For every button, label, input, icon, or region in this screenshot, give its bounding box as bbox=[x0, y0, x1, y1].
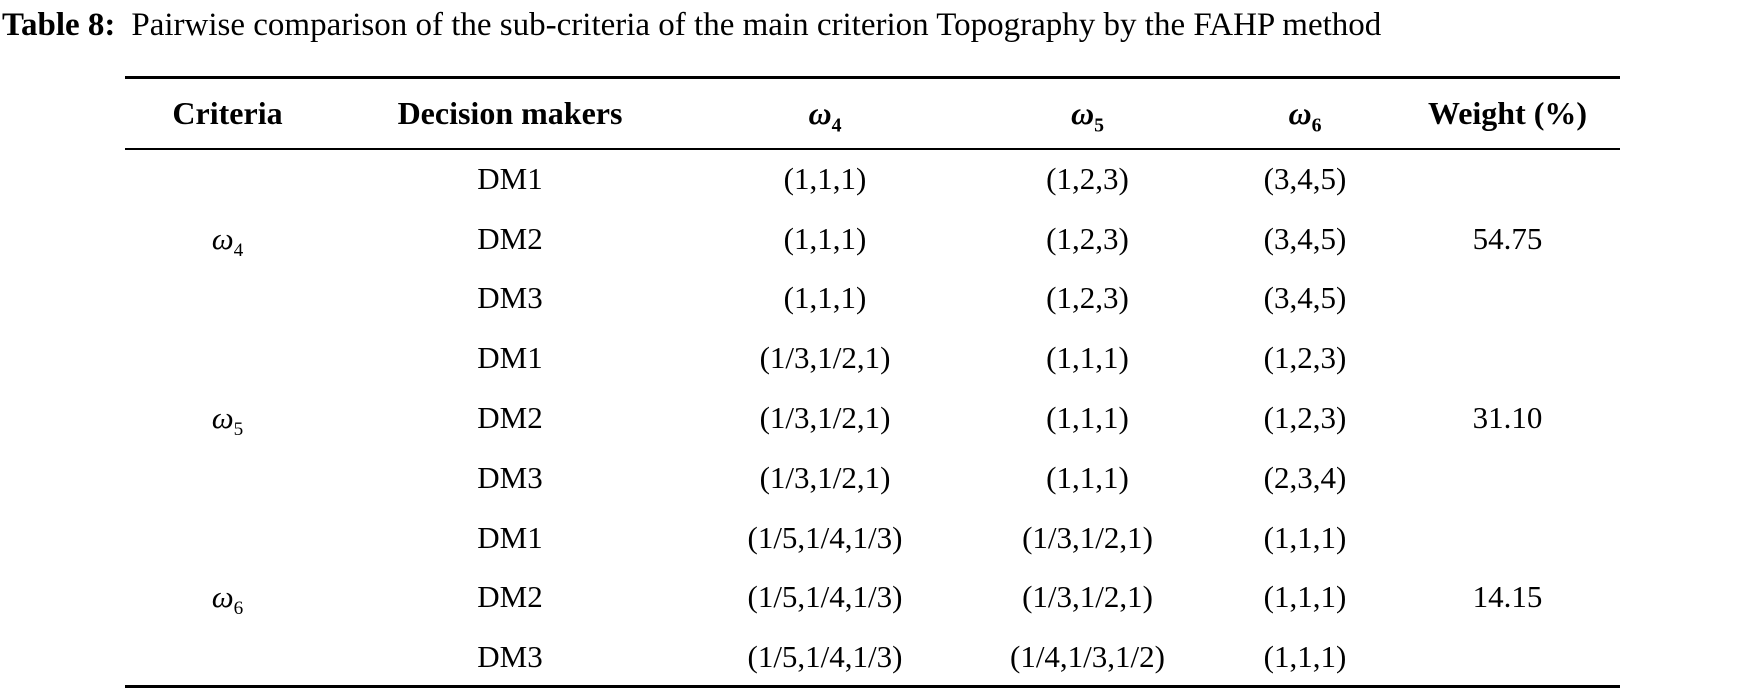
omega-subscript: 4 bbox=[831, 114, 842, 137]
dm-cell: DM2 bbox=[477, 400, 543, 436]
table-row: ω5 DM1 (1/3,1/2,1) (1,1,1) (1,2,3) 31.10 bbox=[125, 328, 1620, 439]
omega-symbol: ω bbox=[1070, 95, 1095, 132]
omega-subscript: 5 bbox=[1094, 114, 1105, 137]
value-cell: (1,1,1) bbox=[783, 220, 867, 256]
criterion-cell: ω6 bbox=[125, 507, 330, 686]
omega-subscript: 6 bbox=[1311, 114, 1322, 137]
value-cell: (1/3,1/2,1) bbox=[759, 400, 891, 436]
omega-symbol: ω bbox=[211, 400, 234, 436]
omega-symbol: ω bbox=[211, 221, 234, 257]
weight-cell: 14.15 bbox=[1472, 578, 1543, 614]
value-cell: (1/5,1/4,1/3) bbox=[747, 519, 903, 555]
table-caption-label: Table 8: bbox=[2, 7, 116, 43]
value-cell: (1,1,1) bbox=[783, 280, 867, 316]
col-header-omega-5: ω5 bbox=[960, 77, 1215, 150]
value-cell: (1,2,3) bbox=[1263, 400, 1347, 436]
value-cell: (1,2,3) bbox=[1046, 161, 1129, 197]
dm-cell: DM1 bbox=[477, 519, 543, 555]
table-row: DM3 (1/5,1/4,1/3) (1/4,1/3,1/2) (1,1,1) bbox=[125, 627, 1620, 687]
criterion-cell: ω4 bbox=[125, 149, 330, 328]
value-cell: (1,1,1) bbox=[1263, 579, 1347, 615]
col-header-omega-6: ω6 bbox=[1215, 77, 1395, 150]
dm-cell: DM3 bbox=[477, 459, 543, 495]
omega-symbol: ω bbox=[211, 578, 234, 614]
value-cell: (3,4,5) bbox=[1263, 220, 1347, 256]
col-header-decision-makers: Decision makers bbox=[330, 77, 690, 150]
header-row: Criteria Decision makers ω4 ω5 ω6 Weight (%) bbox=[125, 77, 1620, 150]
col-header-omega-4: ω4 bbox=[690, 77, 960, 150]
table-row: DM2 (1/3,1/2,1) (1,1,1) (1,2,3) bbox=[125, 388, 1620, 448]
value-cell: (1/3,1/2,1) bbox=[759, 459, 891, 495]
table-row: DM2 (1,1,1) (1,2,3) (3,4,5) bbox=[125, 208, 1620, 268]
table-row: ω4 DM1 (1,1,1) (1,2,3) (3,4,5) 54.75 bbox=[125, 149, 1620, 260]
pairwise-comparison-table: Criteria Decision makers ω4 ω5 ω6 Weight (%) … bbox=[125, 76, 1620, 689]
table-row: DM3 (1/3,1/2,1) (1,1,1) (2,3,4) bbox=[125, 447, 1620, 507]
value-cell: (1,2,3) bbox=[1263, 340, 1347, 376]
table-row: DM3 (1,1,1) (1,2,3) (3,4,5) bbox=[125, 268, 1620, 328]
dm-cell: DM3 bbox=[477, 638, 543, 674]
value-cell: (1/4,1/3,1/2) bbox=[1010, 638, 1165, 674]
dm-cell: DM2 bbox=[477, 579, 543, 615]
value-cell: (1,1,1) bbox=[783, 161, 867, 197]
dm-cell: DM1 bbox=[477, 161, 543, 197]
weight-cell: 31.10 bbox=[1472, 400, 1543, 436]
value-cell: (3,4,5) bbox=[1263, 161, 1347, 197]
col-header-weight: Weight (%) bbox=[1395, 77, 1620, 150]
value-cell: (1,1,1) bbox=[1263, 638, 1347, 674]
value-cell: (3,4,5) bbox=[1263, 280, 1347, 316]
col-header-criteria: Criteria bbox=[125, 77, 330, 150]
dm-cell: DM2 bbox=[477, 220, 543, 256]
table-body: ω4 DM1 (1,1,1) (1,2,3) (3,4,5) 54.75 DM2 (1,1,1… bbox=[125, 149, 1620, 687]
value-cell: (1/3,1/2,1) bbox=[1022, 519, 1153, 555]
table-row: DM2 (1/5,1/4,1/3) (1/3,1/2,1) (1,1,1) bbox=[125, 567, 1620, 627]
weight-cell: 54.75 bbox=[1472, 221, 1543, 257]
omega-subscript: 6 bbox=[233, 597, 244, 619]
dm-cell: DM3 bbox=[477, 280, 543, 316]
value-cell: (1,1,1) bbox=[1046, 340, 1129, 376]
omega-symbol: ω bbox=[808, 95, 832, 132]
value-cell: (1/5,1/4,1/3) bbox=[747, 579, 903, 615]
dm-cell: DM1 bbox=[477, 340, 543, 376]
value-cell: (1,2,3) bbox=[1046, 280, 1129, 316]
criterion-cell: ω5 bbox=[125, 328, 330, 507]
table-caption-text: Pairwise comparison of the sub-criteria … bbox=[131, 7, 1382, 43]
value-cell: (1,1,1) bbox=[1046, 459, 1129, 495]
value-cell: (1,1,1) bbox=[1046, 400, 1129, 436]
table-caption: Table 8: Pairwise comparison of the sub-c… bbox=[2, 6, 1381, 46]
value-cell: (1/3,1/2,1) bbox=[1022, 579, 1153, 615]
omega-symbol: ω bbox=[1288, 95, 1312, 132]
omega-subscript: 4 bbox=[233, 240, 244, 262]
value-cell: (1,1,1) bbox=[1263, 519, 1347, 555]
value-cell: (1,2,3) bbox=[1046, 220, 1129, 256]
table-row: ω6 DM1 (1/5,1/4,1/3) (1/3,1/2,1) (1,1,1) 14.1… bbox=[125, 507, 1620, 618]
omega-subscript: 5 bbox=[233, 419, 244, 441]
table-header: Criteria Decision makers ω4 ω5 ω6 Weight (%) bbox=[125, 77, 1620, 150]
value-cell: (1/5,1/4,1/3) bbox=[747, 638, 903, 674]
value-cell: (2,3,4) bbox=[1263, 459, 1347, 495]
value-cell: (1/3,1/2,1) bbox=[759, 340, 891, 376]
